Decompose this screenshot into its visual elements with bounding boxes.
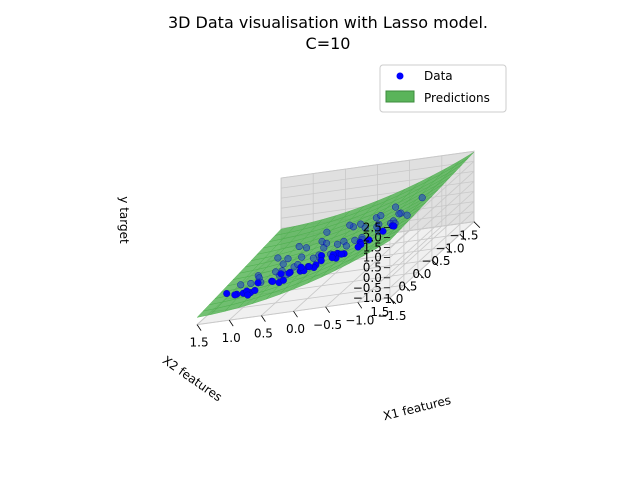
data-point [277, 270, 285, 278]
legend: Data Predictions [379, 64, 507, 113]
data-point [390, 222, 398, 230]
gridline-z-right [281, 161, 474, 189]
data-point [357, 220, 365, 228]
z-tick-label: 0.0 [363, 271, 382, 285]
data-point [237, 281, 245, 289]
surface-patch [196, 307, 218, 318]
data-point [298, 253, 306, 261]
data-points [223, 194, 426, 299]
x-tick-label: 0.0 [286, 322, 305, 336]
y-tick-mark [431, 259, 439, 267]
data-point [274, 254, 282, 262]
y-tick-mark [459, 234, 467, 241]
x-tick-mark [325, 306, 330, 314]
x-tick-mark [389, 297, 395, 305]
data-point [317, 257, 325, 265]
x-tick-label: 1.5 [190, 336, 209, 350]
data-point [254, 279, 262, 287]
data-point [247, 280, 255, 288]
data-point [337, 250, 345, 258]
data-point [379, 227, 387, 235]
data-point [223, 290, 231, 298]
data-point [395, 210, 403, 218]
x-tick-mark [261, 315, 266, 322]
legend-predictions-label: Predictions [424, 91, 490, 105]
data-point [251, 286, 259, 294]
z-tick-label: 0.5 [363, 261, 382, 275]
y-axis-label: X2 features [160, 353, 225, 404]
gridline-z-right [281, 150, 474, 179]
gridline-z-left [389, 181, 475, 258]
z-tick-label: 2.5 [363, 221, 382, 235]
data-point [309, 254, 317, 262]
gridline-z-left [389, 191, 475, 268]
legend-data-marker [396, 72, 404, 80]
data-point [342, 242, 350, 250]
z-tick-label: −1.0 [353, 291, 382, 305]
x-axis-label: X1 features [382, 393, 453, 423]
chart-title: 3D Data visualisation with Lasso model. [168, 13, 488, 32]
z-tick-label: 1.5 [363, 241, 382, 255]
data-point [328, 254, 336, 262]
data-point [361, 224, 369, 232]
y-tick-label: −0.5 [421, 254, 450, 268]
data-point [323, 228, 331, 236]
y-tick-label: −1.0 [435, 241, 464, 255]
data-point [279, 276, 287, 284]
gridline-y-floor [211, 284, 404, 313]
x-tick-label: 0.5 [254, 327, 273, 341]
gridline-z-left [389, 201, 475, 279]
chart-subtitle: C=10 [306, 34, 351, 53]
z-axis-label: y target [117, 196, 131, 244]
data-point [392, 203, 400, 211]
data-point [284, 255, 292, 263]
gridline-z-left [389, 211, 475, 289]
legend-data-label: Data [424, 69, 453, 83]
y-tick-label: 0.0 [412, 267, 431, 281]
data-point [285, 269, 293, 277]
data-point [303, 244, 311, 252]
y-tick-mark [473, 221, 481, 228]
data-point [269, 277, 277, 285]
legend-predictions-patch [385, 90, 415, 103]
x-tick-mark [357, 302, 363, 309]
y-tick-label: 1.0 [384, 292, 403, 306]
x-tick-label: −0.5 [313, 318, 342, 332]
axes-grid [196, 150, 475, 325]
y-tick-mark [403, 284, 411, 292]
x-tick-mark [196, 324, 202, 331]
data-point [365, 236, 373, 244]
z-tick-label: −0.5 [353, 281, 382, 295]
x-tick-label: −1.5 [377, 309, 406, 323]
data-point [377, 212, 385, 220]
x-tick-label: 1.0 [222, 331, 241, 345]
y-tick-label: 1.5 [370, 305, 389, 319]
y-tick-label: 0.5 [398, 279, 417, 293]
x-tick-label: −1.0 [345, 313, 374, 327]
data-point [320, 244, 328, 252]
y-tick-mark [417, 272, 425, 279]
data-point [354, 243, 362, 251]
data-point [231, 291, 239, 299]
y-tick-mark [445, 246, 453, 254]
gridline-z-left [389, 171, 475, 248]
z-tick-label: 2.0 [363, 231, 382, 245]
z-tick-label: 1.0 [363, 251, 382, 265]
data-point [297, 263, 305, 271]
data-point [305, 263, 313, 271]
data-point [334, 240, 342, 248]
axis-ticks: 2.52.01.51.00.50.0−0.5−1.0−1.5−1.0−0.50.… [190, 221, 481, 350]
y-tick-label: −1.5 [449, 229, 478, 243]
data-point [295, 242, 303, 250]
data-point [418, 194, 426, 202]
data-point [279, 260, 287, 268]
data-point [403, 211, 411, 219]
x-tick-mark [293, 310, 298, 318]
data-point [346, 221, 354, 229]
data-point [244, 291, 252, 299]
x-tick-mark [228, 319, 234, 327]
